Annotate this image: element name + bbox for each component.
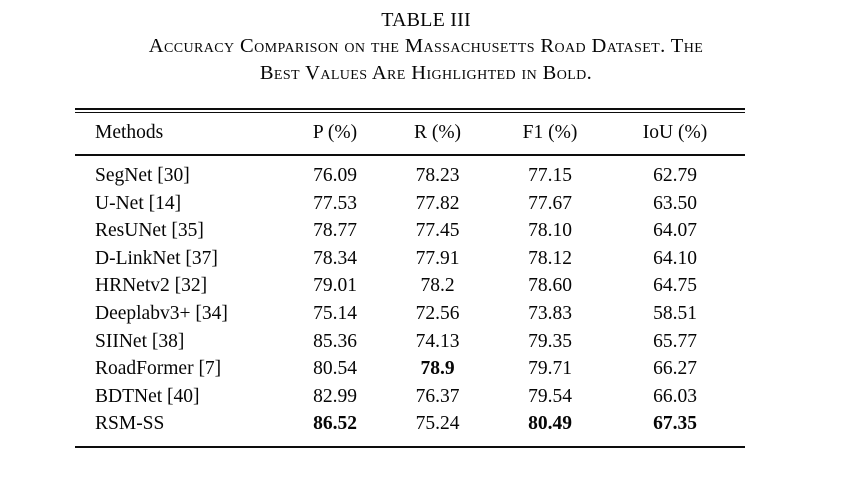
metric-value: 77.82 — [415, 192, 460, 214]
metric-value: 80.54 — [313, 358, 357, 380]
metric-value: 78.9 — [420, 358, 455, 380]
metric-value: 77.91 — [415, 247, 460, 269]
metric-value: 86.52 — [313, 413, 357, 435]
col-header-precision: P (%) — [290, 113, 380, 156]
method-name: SIINet [38] — [95, 330, 185, 352]
table-number: TABLE III — [381, 9, 471, 31]
metric-value: 79.01 — [313, 275, 357, 297]
metric-value: 79.35 — [528, 330, 572, 352]
metric-value: 82.99 — [313, 385, 357, 407]
metric-value: 58.51 — [653, 302, 697, 324]
accuracy-comparison-table: Methods P (%) R (%) F1 (%) IoU (%) SegNe… — [75, 113, 745, 446]
metric-value: 76.37 — [415, 385, 460, 407]
col-header-methods: Methods — [75, 113, 290, 156]
metric-value: 74.13 — [415, 330, 460, 352]
metric-value: 80.49 — [528, 413, 572, 435]
method-name: RSM-SS — [95, 413, 165, 435]
method-name: BDTNet [40] — [95, 385, 200, 407]
table-row: Deeplabv3+ [34] 75.14 72.56 73.83 58.51 — [75, 300, 745, 328]
table-row: D-LinkNet [37] 78.34 77.91 78.12 64.10 — [75, 245, 745, 273]
method-name: ResUNet [35] — [95, 220, 204, 242]
table-row: SegNet [30] 76.09 78.23 77.15 62.79 — [75, 155, 745, 190]
metric-value: 78.12 — [528, 247, 572, 269]
method-name: Deeplabv3+ [34] — [95, 302, 228, 324]
method-name: HRNetv2 [32] — [95, 275, 208, 297]
paper-table-figure: TABLE III Accuracy Comparison on the Mas… — [0, 0, 852, 448]
table-caption: TABLE III Accuracy Comparison on the Mas… — [0, 0, 852, 87]
table-caption-line2: Best Values Are Highlighted in Bold. — [259, 62, 593, 84]
metric-value: 79.54 — [528, 385, 572, 407]
metric-value: 77.45 — [415, 220, 460, 242]
metric-value: 78.77 — [313, 220, 357, 242]
metric-value: 76.09 — [313, 165, 357, 186]
metric-value: 67.35 — [653, 413, 697, 435]
metric-value: 65.77 — [653, 330, 697, 352]
metric-value: 63.50 — [653, 192, 697, 214]
table-row: RSM-SS 86.52 75.24 80.49 67.35 — [75, 410, 745, 446]
table-header-row: Methods P (%) R (%) F1 (%) IoU (%) — [75, 113, 745, 156]
metric-value: 66.27 — [653, 358, 697, 380]
table-row: RoadFormer [7] 80.54 78.9 79.71 66.27 — [75, 355, 745, 383]
metric-value: 78.60 — [528, 275, 572, 297]
results-table: Methods P (%) R (%) F1 (%) IoU (%) SegNe… — [75, 108, 745, 448]
col-header-f1: F1 (%) — [495, 113, 605, 156]
metric-value: 66.03 — [653, 385, 697, 407]
table-bottom-rule — [75, 445, 745, 448]
metric-value: 62.79 — [653, 165, 697, 186]
table-row: BDTNet [40] 82.99 76.37 79.54 66.03 — [75, 383, 745, 411]
metric-value: 73.83 — [528, 302, 572, 324]
metric-value: 78.23 — [415, 165, 460, 186]
metric-value: 78.10 — [528, 220, 572, 242]
table-caption-line1: Accuracy Comparison on the Massachusetts… — [148, 35, 704, 57]
col-header-iou: IoU (%) — [605, 113, 745, 156]
table-top-rule — [75, 108, 745, 113]
table-row: U-Net [14] 77.53 77.82 77.67 63.50 — [75, 190, 745, 218]
metric-value: 64.75 — [653, 275, 697, 297]
metric-value: 72.56 — [415, 302, 460, 324]
table-row: ResUNet [35] 78.77 77.45 78.10 64.07 — [75, 217, 745, 245]
metric-value: 75.14 — [313, 302, 357, 324]
metric-value: 78.2 — [420, 275, 455, 297]
metric-value: 85.36 — [313, 330, 357, 352]
table-header: Methods P (%) R (%) F1 (%) IoU (%) — [75, 113, 745, 156]
metric-value: 77.53 — [313, 192, 357, 214]
method-name: RoadFormer [7] — [95, 358, 222, 380]
method-name: D-LinkNet [37] — [95, 247, 218, 269]
metric-value: 64.10 — [653, 247, 697, 269]
metric-value: 79.71 — [528, 358, 572, 380]
table-row: HRNetv2 [32] 79.01 78.2 78.60 64.75 — [75, 272, 745, 300]
metric-value: 77.67 — [528, 192, 572, 214]
metric-value: 77.15 — [528, 165, 572, 186]
method-name: SegNet [30] — [95, 165, 190, 186]
metric-value: 75.24 — [415, 413, 460, 435]
metric-value: 78.34 — [313, 247, 357, 269]
method-name: U-Net [14] — [95, 192, 182, 214]
col-header-recall: R (%) — [380, 113, 495, 156]
table-row: SIINet [38] 85.36 74.13 79.35 65.77 — [75, 328, 745, 356]
metric-value: 64.07 — [653, 220, 697, 242]
table-body: SegNet [30] 76.09 78.23 77.15 62.79 U-Net [14… — [75, 155, 745, 446]
